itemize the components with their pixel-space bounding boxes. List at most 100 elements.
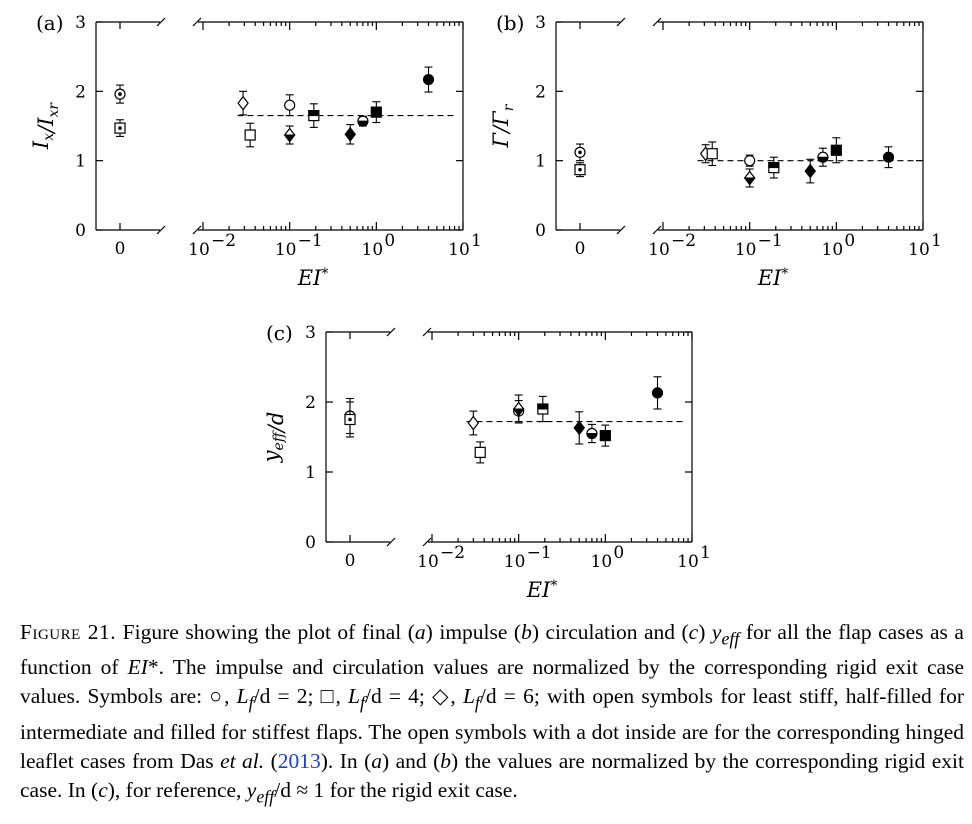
axis-break-mark	[652, 225, 662, 235]
x-tick-label: 10	[275, 240, 297, 260]
y-tick-label: 0	[535, 221, 546, 241]
caption-text: et al.	[220, 748, 265, 773]
caption-text: b	[521, 620, 532, 644]
data-point-open-diamond	[237, 90, 249, 116]
y-axis-label-sub: xr	[46, 102, 62, 118]
caption-text: Figure showing the plot of final (	[116, 620, 415, 644]
square-marker	[706, 148, 718, 160]
x-tick-label: 10	[188, 240, 210, 260]
y-tick-label: 0	[305, 533, 316, 553]
data-point-half-diamond	[743, 168, 756, 188]
x-tick-exponent: −1	[527, 543, 552, 563]
caption-symbol: y	[711, 620, 722, 644]
circle-marker	[284, 99, 296, 111]
data-point-filled-square	[599, 424, 611, 447]
data-point-filled-circle	[651, 376, 664, 410]
x-tick-exponent: 1	[931, 231, 942, 251]
caption-text: b	[440, 748, 452, 773]
x-tick-label: 10	[735, 240, 757, 260]
data-point-dot-square	[344, 401, 356, 438]
x-tick-exponent: 1	[700, 543, 711, 563]
y-axis-label-part: /Γ	[489, 110, 513, 135]
marker-center-dot	[578, 150, 582, 155]
data-point-filled-diamond	[573, 411, 586, 445]
data-point-filled-square	[830, 137, 842, 164]
x-tick-exponent: 0	[613, 543, 624, 563]
x-tick-exponent: −2	[440, 543, 465, 563]
x-tick-label: 10	[362, 240, 384, 260]
y-tick-label: 2	[305, 393, 316, 413]
x-tick-label: 10	[677, 552, 699, 572]
square-marker-half	[768, 162, 780, 169]
x-tick-label: 10	[448, 240, 470, 260]
y-axis-label-part: /d	[264, 412, 288, 435]
citation-link[interactable]: 2013	[277, 748, 321, 773]
data-point-half-square	[537, 395, 549, 423]
x-tick-exponent: 1	[471, 231, 482, 251]
x-axis-label: EI*	[297, 266, 329, 290]
caption-text: c	[98, 777, 108, 802]
circle-marker-half	[357, 120, 369, 127]
circle-marker	[651, 387, 664, 399]
circle-marker-half	[586, 433, 598, 439]
axis-break-mark	[652, 17, 662, 27]
caption-text: (	[264, 748, 278, 773]
caption-text: ), for reference,	[107, 777, 247, 802]
caption-text: ). In (	[320, 748, 372, 773]
diamond-marker	[573, 420, 586, 436]
y-axis-label-sub: r	[501, 103, 517, 111]
square-marker-half	[537, 403, 549, 410]
marker-center-dot	[118, 92, 122, 96]
y-tick-label: 1	[305, 463, 316, 483]
y-tick-label: 3	[535, 13, 546, 33]
x-tick-label: 10	[822, 240, 844, 260]
caption-text: /d ≈ 1 for the rigid exit case.	[274, 777, 518, 802]
y-axis-label-sub: eff	[271, 430, 287, 450]
axis-break-mark	[156, 225, 166, 235]
circle-marker	[882, 151, 895, 163]
y-tick-label: 2	[75, 82, 86, 102]
panel-label: (a)	[36, 11, 64, 35]
circle-marker	[422, 73, 435, 86]
square-marker	[830, 144, 842, 156]
data-point-filled-circle	[422, 66, 435, 93]
data-point-half-circle	[357, 115, 369, 127]
data-point-dot-circle	[114, 84, 126, 104]
x-axis-label-star: *	[550, 578, 557, 594]
x-tick-label-rigid: 0	[575, 239, 586, 259]
caption-symbol: L	[348, 684, 360, 709]
y-axis-label-part: Γ	[489, 131, 513, 148]
diamond-marker	[237, 95, 249, 111]
data-point-half-diamond	[512, 394, 525, 424]
x-tick-exponent: −2	[211, 231, 236, 251]
square-marker	[599, 430, 611, 442]
x-tick-exponent: 0	[844, 231, 855, 251]
caption-text: )	[698, 620, 712, 644]
x-tick-label-rigid: 0	[345, 551, 356, 571]
caption-text: /d = 2; □,	[253, 684, 349, 709]
axis-break-mark	[192, 17, 202, 27]
caption-symbol: f	[474, 692, 480, 713]
y-tick-label: 3	[75, 13, 86, 33]
data-point-open-circle	[744, 154, 756, 167]
x-tick-exponent: −1	[758, 231, 783, 251]
axis-break-mark	[422, 537, 432, 547]
data-point-half-circle	[817, 147, 829, 167]
x-axis-label-star: *	[321, 266, 328, 282]
x-tick-exponent: 0	[384, 231, 395, 251]
x-tick-label-rigid: 0	[115, 239, 126, 259]
diamond-marker-half	[512, 408, 525, 417]
y-axis-label-part: y	[259, 449, 283, 463]
data-point-filled-diamond	[804, 158, 817, 184]
caption-text: *. The impulse and circulation values ar…	[20, 655, 964, 709]
data-point-half-square	[308, 103, 320, 128]
x-axis-label-star: *	[781, 266, 788, 282]
figure-caption: Figure 21. Figure showing the plot of fi…	[20, 618, 964, 811]
axis-break-mark	[386, 537, 396, 547]
diamond-marker	[804, 163, 817, 179]
x-tick-label: 10	[908, 240, 930, 260]
x-tick-label: 10	[591, 552, 613, 572]
axis-break-mark	[616, 225, 626, 235]
